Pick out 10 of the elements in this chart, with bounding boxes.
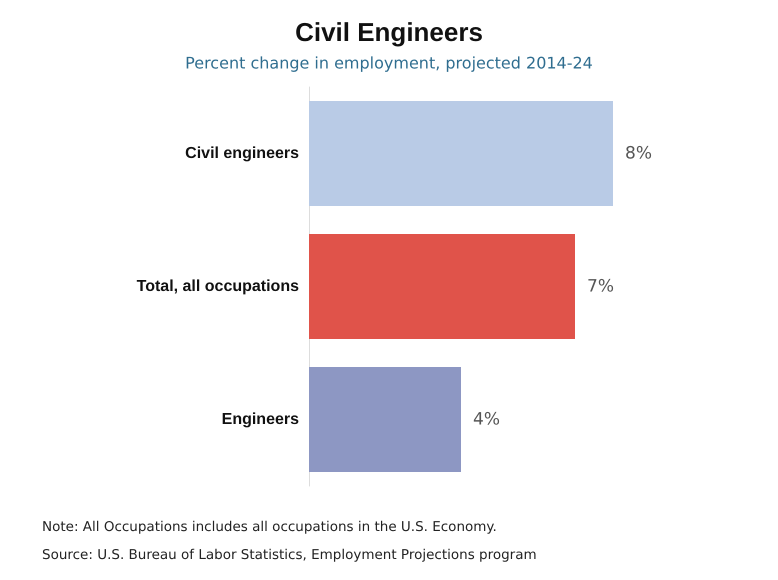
chart-title: Civil Engineers xyxy=(295,17,483,47)
y-tick-label: Civil engineers xyxy=(185,145,300,162)
data-label: 7% xyxy=(587,276,614,296)
source-note: Source: U.S. Bureau of Labor Statistics, Employment Projections program xyxy=(42,547,537,563)
y-tick-label: Total, all occupations xyxy=(136,278,300,295)
y-tick-label: Engineers xyxy=(222,411,300,428)
data-label: 4% xyxy=(473,410,500,430)
text: Note: All Occupations includes all occupations in the U.S. Economy. xyxy=(42,519,497,535)
chart-subtitle: Percent change in employment, projected 2014-24 xyxy=(185,54,593,72)
data-label: 8% xyxy=(625,144,652,164)
